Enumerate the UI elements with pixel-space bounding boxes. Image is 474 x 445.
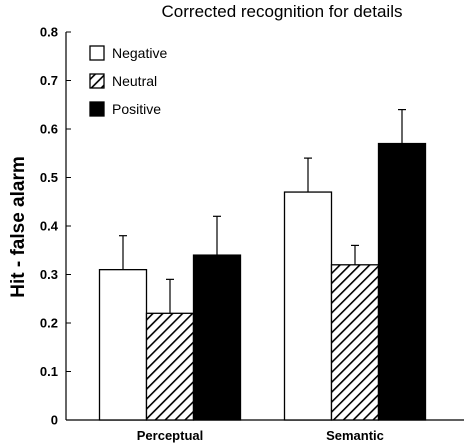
legend-swatch-negative [89,45,105,61]
y-tick-label: 0.1 [40,364,58,379]
bar-positive-semantic [377,142,427,421]
y-tick-label: 0.2 [40,316,58,331]
x-category-label: Semantic [326,428,384,443]
y-tick-label: 0 [51,413,58,428]
chart-title: Corrected recognition for details [162,2,403,21]
bar-negative-semantic [283,191,333,421]
y-tick-label: 0.6 [40,122,58,137]
bar-neutral-semantic [330,264,380,421]
y-tick-label: 0.5 [40,170,58,185]
y-tick-label: 0.8 [40,25,58,40]
y-tick-label: 0.3 [40,267,58,282]
y-axis-label: Hit - false alarm [8,156,29,298]
legend-label-negative: Negative [112,45,167,61]
bar-negative-perceptual [98,268,148,421]
x-category-label: Perceptual [137,428,203,443]
legend-label-neutral: Neutral [112,73,157,89]
bar-neutral-perceptual [145,312,195,421]
legend: Negative Neutral Positive [89,45,167,117]
y-tick-label: 0.7 [40,73,58,88]
legend-swatch-neutral [89,73,105,89]
plot-area: 0 0.1 0.2 0.3 0.4 0.5 0.6 0.7 0.8 Perceptual Seman… [40,25,464,443]
legend-label-positive: Positive [112,101,161,117]
bar-positive-perceptual [192,254,242,421]
y-tick-label: 0.4 [40,219,59,234]
legend-swatch-positive [89,101,105,117]
